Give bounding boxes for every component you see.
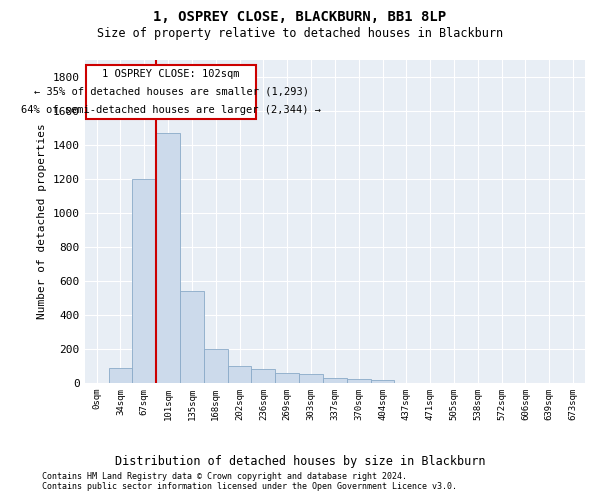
Bar — [133, 179, 156, 383]
Text: Distribution of detached houses by size in Blackburn: Distribution of detached houses by size … — [115, 455, 485, 468]
Bar — [109, 368, 133, 383]
Bar — [347, 380, 371, 383]
Bar — [371, 380, 394, 383]
Text: Size of property relative to detached houses in Blackburn: Size of property relative to detached ho… — [97, 28, 503, 40]
Y-axis label: Number of detached properties: Number of detached properties — [37, 124, 47, 320]
Bar — [275, 372, 299, 383]
Text: Contains public sector information licensed under the Open Government Licence v3: Contains public sector information licen… — [42, 482, 457, 491]
Bar — [299, 374, 323, 383]
Bar — [156, 133, 180, 383]
Bar — [251, 370, 275, 383]
Text: 1 OSPREY CLOSE: 102sqm: 1 OSPREY CLOSE: 102sqm — [103, 69, 240, 79]
Bar — [323, 378, 347, 383]
Bar — [227, 366, 251, 383]
Bar — [204, 349, 227, 383]
Text: Contains HM Land Registry data © Crown copyright and database right 2024.: Contains HM Land Registry data © Crown c… — [42, 472, 407, 481]
Text: 64% of semi-detached houses are larger (2,344) →: 64% of semi-detached houses are larger (… — [21, 104, 321, 115]
Bar — [180, 291, 204, 383]
Bar — [86, 65, 256, 118]
Text: ← 35% of detached houses are smaller (1,293): ← 35% of detached houses are smaller (1,… — [34, 87, 308, 97]
Text: 1, OSPREY CLOSE, BLACKBURN, BB1 8LP: 1, OSPREY CLOSE, BLACKBURN, BB1 8LP — [154, 10, 446, 24]
